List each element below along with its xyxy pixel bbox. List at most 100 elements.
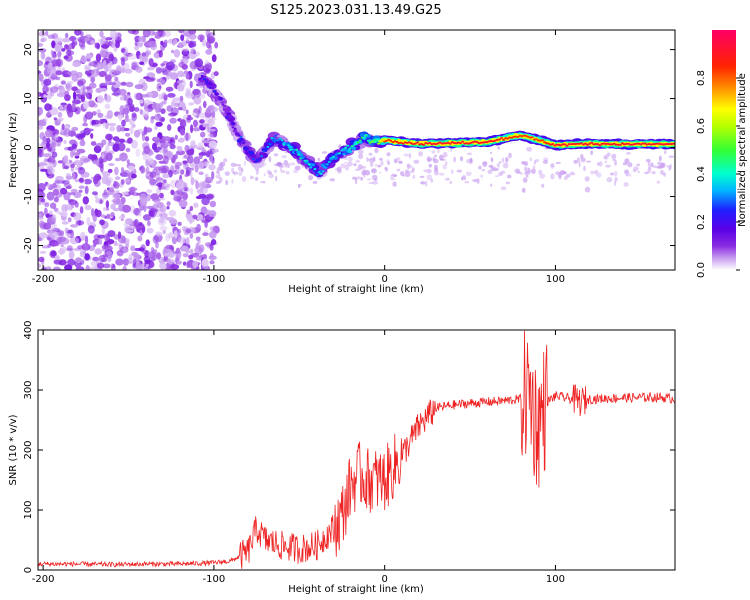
spectrogram-noise-blob bbox=[195, 180, 199, 190]
spectrogram-noise-blob bbox=[66, 245, 73, 251]
spectrogram-noise-blob bbox=[178, 187, 183, 197]
spectrogram-halo-blob bbox=[358, 153, 364, 160]
spectrogram-ridge-cell bbox=[659, 143, 663, 146]
spectrogram-noise-blob bbox=[110, 212, 115, 217]
spectrogram-noise-blob bbox=[169, 72, 179, 80]
spectrogram-noise-blob bbox=[173, 230, 178, 239]
spectrogram-ridge-cell bbox=[258, 157, 262, 160]
x-tick-label: 0 bbox=[381, 574, 387, 585]
spectrogram-noise-blob bbox=[155, 146, 162, 151]
spectrogram-halo-blob bbox=[442, 151, 448, 158]
spectrogram-noise-blob bbox=[77, 245, 85, 250]
spectrogram-noise-blob bbox=[50, 86, 59, 93]
spectrogram-noise-blob bbox=[104, 103, 111, 110]
spectrogram-halo-blob bbox=[276, 161, 282, 167]
spectrogram-halo-blob bbox=[377, 164, 381, 168]
spectrogram-halo-blob bbox=[259, 181, 266, 183]
spectrogram-noise-blob bbox=[72, 61, 81, 68]
spectrogram-ridge-cell bbox=[272, 137, 276, 140]
spectrogram-halo-blob bbox=[652, 165, 658, 169]
spectrogram-halo-blob bbox=[241, 176, 247, 182]
spectrogram-ridge-cell bbox=[393, 140, 397, 143]
spectrogram-noise-blob bbox=[86, 216, 91, 226]
spectrogram-noise-blob bbox=[38, 199, 42, 206]
spectrogram-noise-blob bbox=[171, 49, 175, 54]
spectrogram-noise-blob bbox=[99, 30, 104, 38]
spectrogram-noise-blob bbox=[155, 121, 163, 127]
spectrogram-noise-blob bbox=[61, 211, 68, 217]
spectrogram-noise-blob bbox=[119, 96, 125, 101]
spectrogram-halo-blob bbox=[466, 159, 469, 164]
spectrogram-noise-blob bbox=[159, 192, 164, 199]
spectrogram-noise-blob bbox=[137, 128, 143, 134]
y-tick-label: 100 bbox=[23, 500, 34, 519]
spectrogram-noise-blob bbox=[202, 160, 211, 164]
spectrogram-noise-blob bbox=[121, 169, 131, 178]
spectrogram-halo-blob bbox=[453, 156, 456, 163]
spectrogram-noise-blob bbox=[101, 244, 109, 250]
spectrogram-halo-blob bbox=[344, 161, 347, 164]
spectrogram-noise-blob bbox=[123, 223, 129, 227]
spectrogram-ridge-cell bbox=[288, 145, 293, 149]
spectrogram-ridge-cell bbox=[375, 139, 378, 142]
spectrogram-noise-blob bbox=[210, 106, 218, 113]
spectrogram-ridge-cell bbox=[475, 140, 479, 143]
spectrogram-halo-blob bbox=[438, 154, 444, 161]
spectrogram-noise-blob bbox=[172, 97, 181, 102]
spectrogram-noise-blob bbox=[147, 66, 155, 71]
spectrogram-halo-blob bbox=[437, 148, 440, 154]
spectrogram-frame bbox=[37, 29, 676, 271]
spectrogram-noise-blob bbox=[186, 149, 194, 156]
spectrogram-noise-blob bbox=[118, 138, 126, 143]
spectrogram-halo-blob bbox=[374, 147, 379, 154]
spectrogram-noise-blob bbox=[79, 85, 84, 94]
spectrogram-noise-blob bbox=[195, 236, 201, 241]
spectrogram-noise-blob bbox=[90, 76, 96, 83]
spectrogram-ridge-cell bbox=[575, 142, 579, 145]
spectrogram-noise-blob bbox=[70, 224, 78, 228]
spectrogram-noise-blob bbox=[182, 50, 186, 56]
spectrogram-halo-blob bbox=[400, 171, 405, 176]
spectrogram-halo-blob bbox=[627, 162, 633, 168]
spectrogram-ridge-cell bbox=[332, 155, 335, 158]
spectrogram-halo-blob bbox=[541, 183, 545, 188]
spectrogram-noise-blob bbox=[63, 73, 70, 78]
spectrogram-halo-blob bbox=[514, 168, 521, 174]
spectrogram-noise-blob bbox=[185, 73, 190, 80]
spectrogram-noise-blob bbox=[198, 244, 205, 253]
spectrogram-ridge-cell bbox=[588, 142, 591, 145]
spectrogram-ridge-cell bbox=[364, 134, 368, 137]
spectrogram-noise-blob bbox=[99, 49, 107, 58]
spectrogram-noise-blob bbox=[125, 81, 134, 88]
spectrogram-noise-blob bbox=[134, 92, 142, 100]
spectrogram-noise-blob bbox=[110, 203, 116, 210]
spectrogram-noise-blob bbox=[178, 42, 183, 48]
spectrogram-noise-blob bbox=[159, 204, 167, 213]
spectrogram-noise-blob bbox=[151, 102, 161, 110]
spectrogram-ridge-cell bbox=[555, 143, 559, 146]
spectrogram-noise-blob bbox=[64, 94, 71, 102]
spectrogram-noise-blob bbox=[44, 202, 50, 208]
spectrogram-halo-blob bbox=[573, 159, 578, 164]
spectrogram-noise-blob bbox=[148, 58, 154, 67]
spectrogram-ridge-cell bbox=[371, 140, 374, 143]
spectrogram-x-ticks: -200 -100 0 100 bbox=[32, 30, 565, 285]
spectrogram-noise-blob bbox=[125, 218, 133, 225]
spectrogram-noise-blob bbox=[155, 154, 164, 161]
spectrogram-noise-blob bbox=[145, 263, 150, 268]
spectrogram-noise-blob bbox=[181, 40, 187, 47]
spectrogram-halo-blob bbox=[605, 164, 611, 168]
spectrogram-noise-blob bbox=[178, 199, 188, 208]
spectrogram-ridge-cell bbox=[351, 146, 357, 151]
spectrogram-ridge-cell bbox=[422, 143, 425, 146]
spectrogram-noise-blob bbox=[67, 217, 72, 223]
spectrogram-ridge-cell bbox=[481, 141, 485, 144]
spectrogram-noise-blob bbox=[139, 109, 143, 115]
spectrogram-halo-blob bbox=[216, 167, 222, 172]
spectrogram-halo-blob bbox=[238, 171, 243, 176]
spectrogram-ridge-cell bbox=[485, 141, 489, 144]
spectrogram-halo-blob bbox=[433, 158, 439, 164]
spectrogram-noise-blob bbox=[74, 155, 80, 159]
spectrogram-noise-blob bbox=[193, 156, 201, 165]
spectrogram-noise-blob bbox=[110, 40, 116, 48]
